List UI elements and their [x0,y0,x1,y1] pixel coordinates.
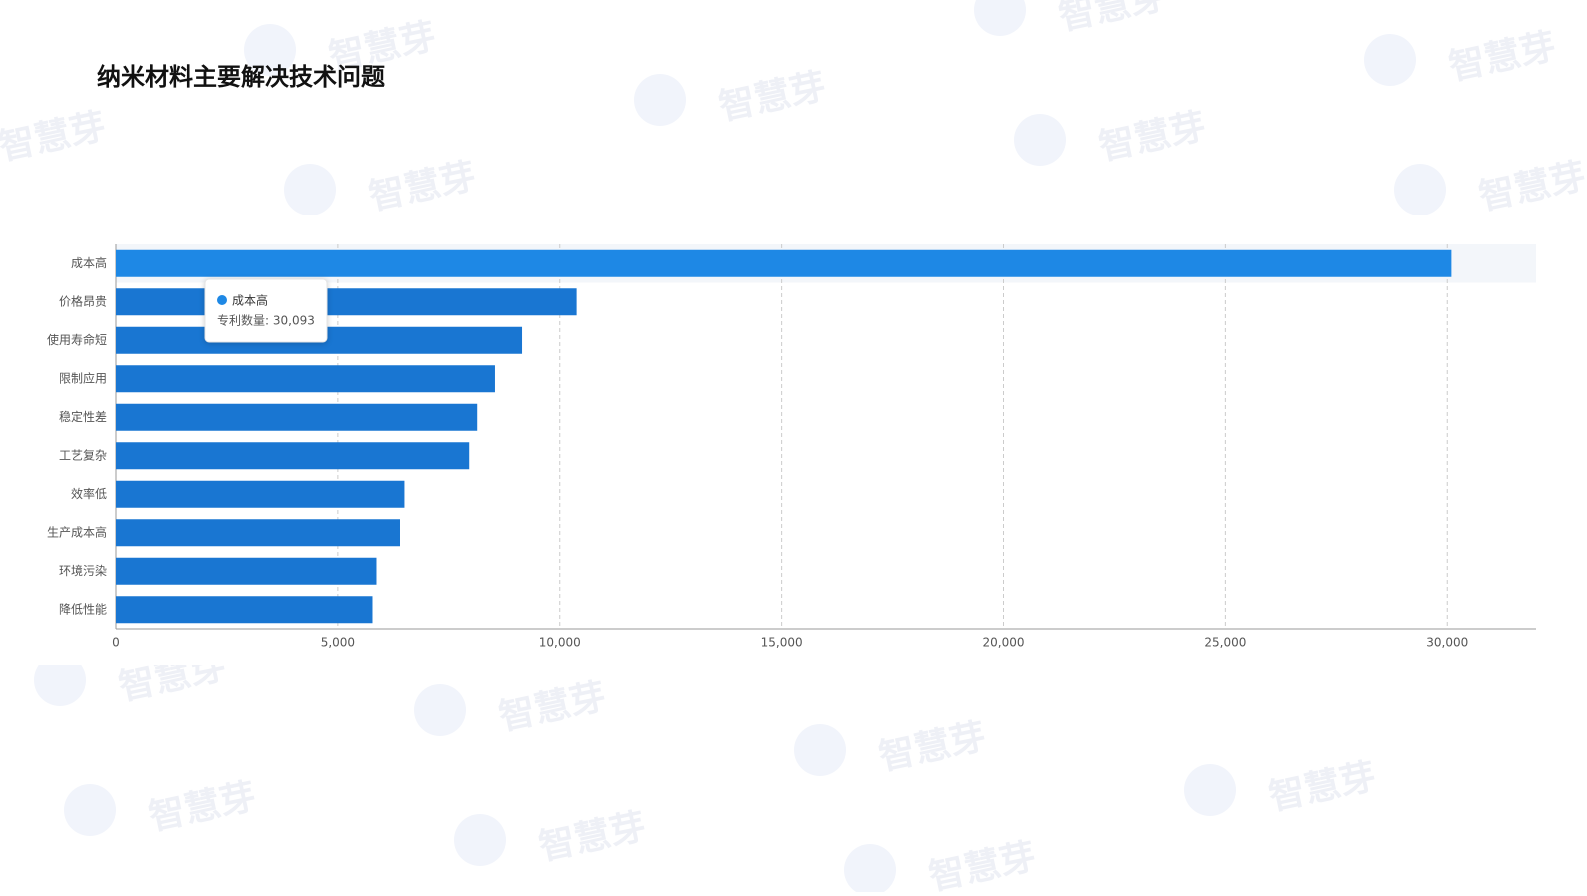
bar [116,557,377,585]
watermark-logo [414,684,466,736]
y-tick-label: 使用寿命短 [47,332,107,347]
watermark-logo [244,24,296,76]
x-tick-label: 20,000 [983,636,1025,650]
watermark: 智慧芽 [0,106,110,169]
y-tick-label: 成本高 [71,255,107,270]
watermark: 智慧芽 [715,66,829,129]
bar [116,519,400,547]
watermark: 智慧芽 [145,776,259,839]
watermark-logo [794,724,846,776]
x-tick-label: 25,000 [1204,636,1246,650]
x-tick-label: 30,000 [1426,636,1468,650]
bar [116,442,470,470]
y-tick-label: 降低性能 [59,602,107,616]
watermark: 智慧芽 [875,716,989,779]
watermark-logo [454,814,506,866]
bar [116,596,373,624]
watermark: 智慧芽 [1095,106,1209,169]
y-tick-label: 工艺复杂 [59,448,107,462]
y-tick-label: 稳定性差 [59,409,107,424]
watermark-logo [1184,764,1236,816]
tooltip-title: 成本高 [232,293,268,308]
watermark-logo [974,0,1026,36]
chart-title: 纳米材料主要解决技术问题 [97,63,385,91]
tooltip-text: 专利数量: 30,093 [217,313,315,328]
bar [116,288,577,316]
tooltip-box [204,278,328,343]
watermark: 智慧芽 [365,156,479,219]
y-tick-label: 生产成本高 [47,524,107,539]
bar [116,480,405,508]
y-tick-label: 效率低 [71,486,107,501]
tooltip-marker [217,295,227,305]
bar [116,365,495,393]
watermark-logo [1364,34,1416,86]
watermark-logo [844,844,896,896]
watermark: 智慧芽 [1055,0,1169,39]
watermark-logo [34,654,86,706]
x-tick-label: 15,000 [761,636,803,650]
watermark: 智慧芽 [1475,156,1587,219]
y-tick-label: 限制应用 [59,370,107,385]
x-tick-label: 10,000 [539,636,581,650]
x-tick-label: 5,000 [321,636,355,650]
watermark: 智慧芽 [925,836,1039,892]
watermark-logo [1014,114,1066,166]
watermark: 智慧芽 [535,806,649,869]
watermark-logo [64,784,116,836]
watermark: 智慧芽 [1445,26,1559,89]
y-tick-label: 价格昂贵 [59,293,107,308]
watermark-logo [634,74,686,126]
x-tick-label: 0 [112,636,120,650]
y-tick-label: 环境污染 [59,563,107,578]
bar [116,403,478,431]
bar [116,249,1452,277]
watermark: 智慧芽 [495,676,609,739]
watermark-logo [284,164,336,216]
watermark-logo [1394,164,1446,216]
watermark: 智慧芽 [1265,756,1379,819]
